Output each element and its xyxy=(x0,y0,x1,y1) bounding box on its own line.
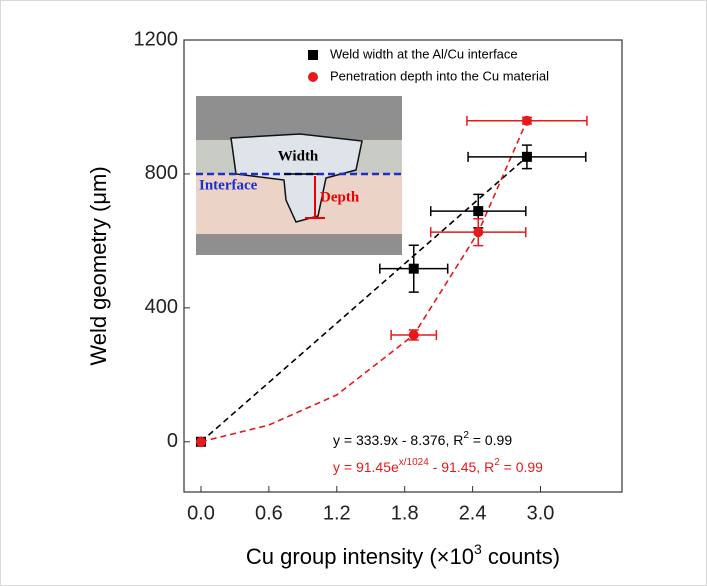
legend-label: Weld width at the Al/Cu interface xyxy=(330,46,518,61)
legend-marker xyxy=(308,50,318,60)
x-axis-label: Cu group intensity (×103 counts) xyxy=(246,541,560,569)
x-axis-label-part: 3 xyxy=(474,541,482,557)
annotation: y = 333.9x - 8.376, R2 = 0.99 xyxy=(333,430,512,448)
annotation: y = 91.45ex/1024 - 91.45, R2 = 0.99 xyxy=(333,457,543,475)
x-axis-label-part: counts) xyxy=(482,544,560,569)
y-tick-label: 1200 xyxy=(134,28,179,50)
y-tick-label: 400 xyxy=(145,296,178,318)
x-axis-label-part: Cu group intensity (×10 xyxy=(246,544,474,569)
annotation-part: 2 xyxy=(463,430,469,441)
annotation-part: 2 xyxy=(494,457,500,468)
point xyxy=(473,227,484,238)
annotation-part: = 0.99 xyxy=(500,459,543,475)
x-tick-label: 1.2 xyxy=(323,502,351,524)
x-tick-label: 2.4 xyxy=(459,502,487,524)
inset-label: Depth xyxy=(320,189,360,205)
x-tick-label: 0.0 xyxy=(187,502,215,524)
x-tick-label: 3.0 xyxy=(527,502,555,524)
y-tick-label: 800 xyxy=(145,162,178,184)
plot-frame xyxy=(183,39,623,493)
annotation-part: y = 333.9x - 8.376, R xyxy=(333,432,463,448)
point xyxy=(195,436,206,447)
annotation-part: - 91.45, R xyxy=(429,459,494,475)
point xyxy=(521,115,532,126)
annotation-part: x/1024 xyxy=(399,457,429,468)
legend-marker xyxy=(308,72,318,82)
point xyxy=(408,263,419,274)
fit-line xyxy=(200,120,528,443)
inset: Width Interface Depth xyxy=(196,96,402,255)
x-tick-label: 1.8 xyxy=(391,502,419,524)
legend-label: Penetration depth into the Cu material xyxy=(330,68,549,83)
point xyxy=(521,151,532,162)
point xyxy=(473,206,484,217)
y-axis-label: Weld geometry (μm) xyxy=(86,166,111,365)
inset-label: Interface xyxy=(199,177,258,193)
annotation-part: = 0.99 xyxy=(469,432,512,448)
point xyxy=(408,329,419,340)
inset-label: Width xyxy=(278,148,319,164)
fit-line xyxy=(200,156,528,443)
annotation-part: y = 91.45e xyxy=(333,459,399,475)
x-tick-label: 0.6 xyxy=(255,502,283,524)
y-tick-label: 0 xyxy=(167,430,178,452)
